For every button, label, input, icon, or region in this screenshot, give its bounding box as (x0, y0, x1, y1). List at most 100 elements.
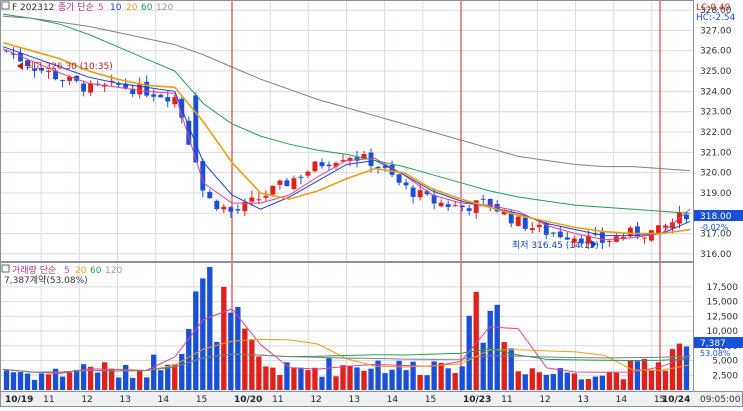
volume-bar (10, 372, 17, 390)
candle-body (214, 200, 220, 209)
volume-ma-line (2, 353, 691, 373)
ma-line-120 (2, 15, 691, 172)
price-tick-label: 327.00 (700, 26, 732, 36)
volume-bar (17, 372, 24, 390)
candle-body (340, 160, 346, 162)
candle-body (123, 83, 129, 88)
candle-body (312, 161, 318, 172)
candle-body (207, 191, 213, 199)
ma-line-60 (2, 13, 691, 214)
volume-bar (543, 374, 549, 390)
candle-body (81, 83, 87, 92)
ma-period-20: 20 (126, 3, 138, 13)
volume-bar (165, 364, 171, 390)
candle-body (641, 237, 647, 239)
volume-bar (24, 373, 31, 390)
clock-label: 09:05:00 (700, 395, 741, 405)
candle-body (305, 171, 311, 176)
volume-bar (172, 364, 178, 390)
volume-bar (662, 370, 669, 390)
volume-tick-label: 15,000 (707, 298, 739, 308)
symbol-label: F 202312 (12, 3, 54, 13)
volume-bar (270, 367, 276, 390)
volume-bar (494, 304, 500, 390)
volume-bar (627, 360, 634, 390)
volume-bar (193, 291, 199, 390)
candle-body (235, 209, 241, 211)
volume-bar (480, 342, 486, 390)
volume-bar (228, 312, 234, 390)
time-tick-label: 13 (578, 395, 589, 405)
candle-body (431, 195, 437, 204)
time-tick-label: 10/23 (463, 395, 491, 405)
candle-body (193, 95, 199, 163)
candle-body (347, 158, 353, 162)
volume-collapse-box-icon[interactable] (1, 264, 10, 273)
volume-bar (123, 364, 129, 390)
volume-bar (361, 370, 367, 390)
volume-bar (108, 368, 115, 390)
candle-body (18, 52, 23, 62)
volume-tick-label: 12,500 (707, 312, 739, 322)
volume-bar (571, 373, 577, 390)
candle-body (298, 176, 304, 178)
time-tick-label: 12 (539, 395, 550, 405)
candle-body (557, 231, 563, 238)
candle-body (508, 212, 514, 224)
volume-bar (94, 372, 101, 390)
candle-body (599, 232, 605, 243)
candle-body (536, 224, 542, 228)
candle-body (501, 210, 507, 215)
volume-bar (592, 376, 599, 390)
volume-bar (529, 368, 535, 390)
ma-line-20 (2, 41, 691, 235)
time-tick-label: 14 (158, 395, 170, 405)
candle-body (221, 206, 227, 210)
volume-bar (66, 372, 73, 390)
candle-body (326, 164, 332, 167)
current-price: 318.00 (700, 212, 732, 222)
price-tick-label: 317.00 (700, 230, 732, 240)
time-tick-label: 10/20 (234, 395, 262, 405)
time-tick-label: 15 (654, 395, 665, 405)
volume-bar (557, 368, 563, 390)
volume-bar (459, 366, 465, 390)
volume-bar (333, 376, 339, 390)
volume-tick-label: 2,500 (712, 371, 738, 381)
time-tick-label: 11 (272, 395, 283, 405)
candle-body (158, 94, 164, 98)
candle-body (165, 97, 171, 102)
candle-body (522, 217, 528, 229)
candle-body (487, 198, 493, 207)
time-tick-label: 13 (349, 395, 360, 405)
volume-bar (242, 328, 248, 390)
volume-bar (312, 367, 318, 390)
collapse-box-icon[interactable] (1, 1, 10, 10)
volume-bar (52, 368, 59, 390)
price-tick-label: 320.00 (700, 169, 732, 179)
candle-body (543, 223, 549, 235)
volume-bar (515, 371, 521, 390)
price-tick-label: 328.00 (700, 6, 732, 16)
volume-bar (389, 369, 395, 390)
candle-body (606, 240, 612, 242)
candle-body (256, 199, 262, 201)
volume-bar (508, 348, 514, 390)
candle-body (396, 174, 402, 183)
candle-body (151, 94, 157, 97)
time-tick-label: 11 (501, 395, 512, 405)
current-change: -0.02% (700, 223, 729, 232)
candle-body (270, 185, 276, 195)
candle-body (88, 83, 94, 93)
volume-bar (417, 374, 423, 390)
volume-bar (284, 362, 290, 390)
candle-body (319, 162, 325, 167)
volume-bar (214, 341, 220, 390)
volume-bar (87, 366, 94, 390)
volume-bar (599, 375, 606, 390)
volume-bar (620, 379, 627, 390)
candle-body (670, 222, 675, 229)
volume-bar (585, 379, 592, 390)
